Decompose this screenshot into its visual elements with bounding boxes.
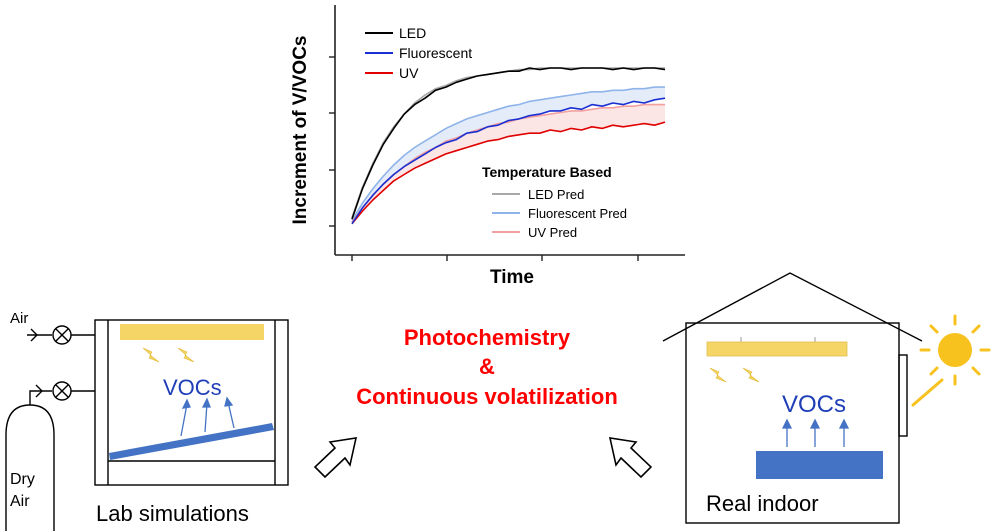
- center-volatilization: Continuous volatilization: [356, 384, 618, 409]
- lab-voc-arrows: [180, 396, 235, 437]
- legend-top: LED Fluorescent UV: [365, 25, 472, 81]
- legend-bottom-title: Temperature Based: [482, 164, 612, 180]
- sun-icon: [911, 314, 991, 407]
- x-axis-label: Time: [490, 267, 534, 288]
- indoor-voc-arrows: [781, 418, 850, 447]
- lab-sample-surface: [109, 423, 274, 460]
- series-fluorescent: [351, 97, 666, 225]
- dry-label: Dry: [10, 471, 35, 488]
- sunlight-ray: [911, 378, 944, 407]
- legend-led-label: LED: [399, 25, 426, 41]
- x-ticks: [351, 255, 639, 261]
- center-ampersand: &: [479, 354, 495, 379]
- lab-simulation: Air Dry Air: [5, 310, 289, 531]
- lab-vocs-label: VOCs: [163, 375, 222, 400]
- lab-caption: Lab simulations: [96, 501, 249, 526]
- indoor-lamp: [706, 337, 848, 357]
- legend-uv-pred-label: UV Pred: [528, 225, 577, 240]
- y-axis-label: Increment of V/VOCs: [290, 36, 311, 225]
- series-layer: [351, 67, 666, 225]
- legend-led-pred-label: LED Pred: [528, 187, 584, 202]
- series-led: [351, 67, 666, 220]
- series-uv: [351, 121, 666, 225]
- real-indoor: VOCs Real indoor: [662, 272, 991, 524]
- air-label: Air: [10, 310, 28, 327]
- center-photochemistry: Photochemistry: [404, 325, 571, 350]
- band-uv-pred: [352, 104, 665, 224]
- center-caption: Photochemistry & Continuous volatilizati…: [356, 325, 618, 409]
- indoor-to-center-arrow: [608, 437, 653, 479]
- dry-air-label: Air: [10, 493, 30, 510]
- series-fluorescent-pred: [351, 86, 665, 222]
- legend-bottom: Temperature Based LED Pred Fluorescent P…: [482, 164, 627, 240]
- indoor-caption: Real indoor: [706, 491, 819, 516]
- legend-fluorescent-label: Fluorescent: [399, 45, 472, 61]
- y-ticks: [329, 56, 335, 227]
- prediction-layer: [351, 67, 665, 224]
- legend-uv-label: UV: [399, 65, 419, 81]
- indoor-surface: [756, 451, 883, 479]
- dry-air-inlet-valve: [29, 381, 95, 405]
- indoor-light-bolts: [709, 367, 760, 383]
- lab-chamber: [94, 319, 289, 486]
- lab-to-center-arrow: [313, 437, 358, 479]
- indoor-vocs-label: VOCs: [782, 391, 846, 418]
- chart: Increment of V/VOCs Time LED Fluorescent…: [290, 5, 685, 288]
- dry-air-cylinder: [5, 404, 55, 531]
- lab-light-bolts: [142, 347, 195, 363]
- house-outline: [662, 272, 923, 524]
- lab-lamp: [120, 324, 264, 340]
- legend-fluorescent-pred-label: Fluorescent Pred: [528, 206, 627, 221]
- air-inlet-valve: [27, 325, 95, 345]
